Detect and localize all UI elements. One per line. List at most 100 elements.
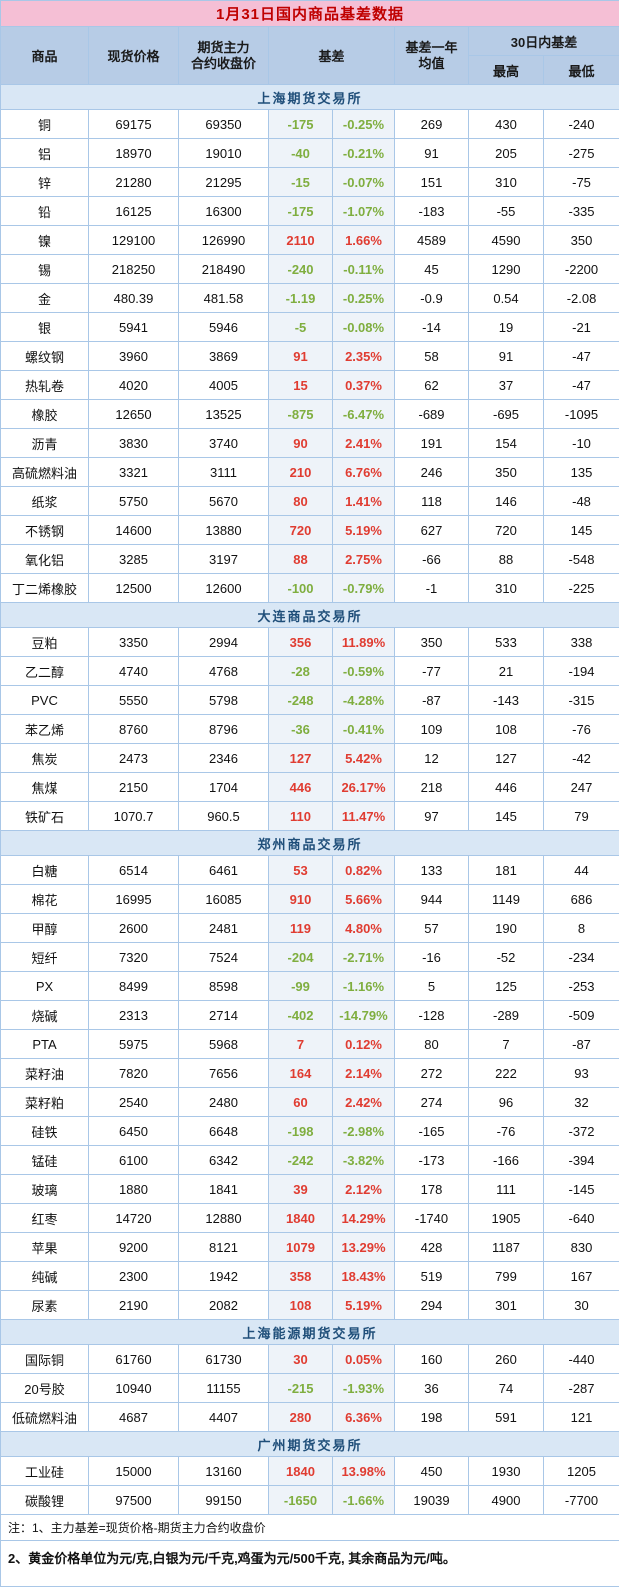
spot-price-cell: 10940	[88, 1373, 179, 1403]
futures-close-cell: 5968	[178, 1029, 269, 1059]
basis-30d-low-cell: -145	[542, 1174, 619, 1204]
commodity-cell: 菜籽油	[0, 1058, 89, 1088]
exchange-section-header: 上海期货交易所	[0, 84, 619, 110]
basis-pct-cell: -14.79%	[332, 1000, 395, 1030]
basis-pct-cell: 13.98%	[332, 1456, 395, 1486]
commodity-cell: 焦炭	[0, 743, 89, 773]
basis-pct-cell: -0.21%	[332, 138, 395, 168]
futures-close-cell: 2082	[178, 1290, 269, 1320]
basis-30d-low-cell: -47	[542, 370, 619, 400]
spot-price-cell: 9200	[88, 1232, 179, 1262]
commodity-cell: PX	[0, 971, 89, 1001]
basis-year-avg-cell: -1740	[394, 1203, 469, 1233]
basis-pct-cell: 2.12%	[332, 1174, 395, 1204]
table-row: 乙二醇 4740 4768 -28 -0.59% -77 21 -194	[0, 656, 619, 686]
basis-value-cell: 30	[268, 1344, 333, 1374]
header-futures-close: 期货主力 合约收盘价	[178, 26, 269, 85]
basis-value-cell: 164	[268, 1058, 333, 1088]
basis-pct-cell: 2.14%	[332, 1058, 395, 1088]
basis-30d-low-cell: -48	[542, 486, 619, 516]
commodity-cell: 沥青	[0, 428, 89, 458]
basis-year-avg-cell: 19039	[394, 1485, 469, 1515]
basis-value-cell: 108	[268, 1290, 333, 1320]
exchange-section-header: 上海能源期货交易所	[0, 1319, 619, 1345]
basis-year-avg-cell: 97	[394, 801, 469, 831]
basis-year-avg-cell: 944	[394, 884, 469, 914]
basis-pct-cell: 0.82%	[332, 855, 395, 885]
basis-30d-low-cell: 247	[542, 772, 619, 802]
basis-value-cell: -875	[268, 399, 333, 429]
basis-year-avg-cell: -14	[394, 312, 469, 342]
spot-price-cell: 12650	[88, 399, 179, 429]
exchange-section-header: 郑州商品交易所	[0, 830, 619, 856]
basis-pct-cell: 1.66%	[332, 225, 395, 255]
title-row: 1月31日国内商品基差数据	[0, 0, 619, 27]
basis-value-cell: 720	[268, 515, 333, 545]
basis-30d-high-cell: 154	[468, 428, 544, 458]
futures-close-cell: 6648	[178, 1116, 269, 1146]
basis-30d-low-cell: 93	[542, 1058, 619, 1088]
basis-30d-low-cell: 30	[542, 1290, 619, 1320]
futures-close-cell: 5946	[178, 312, 269, 342]
commodity-cell: 锡	[0, 254, 89, 284]
spot-price-cell: 7320	[88, 942, 179, 972]
basis-30d-high-cell: 1905	[468, 1203, 544, 1233]
table-row: 烧碱 2313 2714 -402 -14.79% -128 -289 -509	[0, 1000, 619, 1030]
futures-close-cell: 13880	[178, 515, 269, 545]
table-row: 锡 218250 218490 -240 -0.11% 45 1290 -2200	[0, 254, 619, 284]
basis-pct-cell: -0.08%	[332, 312, 395, 342]
basis-30d-low-cell: 686	[542, 884, 619, 914]
commodity-cell: 苹果	[0, 1232, 89, 1262]
footnote-row: 2、黄金价格单位为元/克,白银为元/千克,鸡蛋为元/500千克, 其余商品为元/…	[0, 1540, 619, 1587]
table-row: 苯乙烯 8760 8796 -36 -0.41% 109 108 -76	[0, 714, 619, 744]
spot-price-cell: 4687	[88, 1402, 179, 1432]
basis-pct-cell: 13.29%	[332, 1232, 395, 1262]
page-title: 1月31日国内商品基差数据	[0, 0, 619, 27]
basis-30d-high-cell: 4590	[468, 225, 544, 255]
table-row: 纯碱 2300 1942 358 18.43% 519 799 167	[0, 1261, 619, 1291]
basis-value-cell: -36	[268, 714, 333, 744]
basis-30d-high-cell: -289	[468, 1000, 544, 1030]
commodity-cell: 橡胶	[0, 399, 89, 429]
basis-year-avg-cell: 118	[394, 486, 469, 516]
basis-30d-low-cell: -394	[542, 1145, 619, 1175]
table-row: 金 480.39 481.58 -1.19 -0.25% -0.9 0.54 -2.08	[0, 283, 619, 313]
futures-close-cell: 2994	[178, 627, 269, 657]
footnote-2: 2、黄金价格单位为元/克,白银为元/千克,鸡蛋为元/500千克, 其余商品为元/…	[0, 1540, 619, 1587]
basis-30d-low-cell: -1095	[542, 399, 619, 429]
basis-30d-low-cell: -76	[542, 714, 619, 744]
basis-30d-low-cell: 350	[542, 225, 619, 255]
spot-price-cell: 12500	[88, 573, 179, 603]
basis-pct-cell: 4.80%	[332, 913, 395, 943]
basis-value-cell: -240	[268, 254, 333, 284]
basis-30d-high-cell: 74	[468, 1373, 544, 1403]
futures-close-cell: 1942	[178, 1261, 269, 1291]
basis-pct-cell: 18.43%	[332, 1261, 395, 1291]
spot-price-cell: 6514	[88, 855, 179, 885]
table-row: 低硫燃料油 4687 4407 280 6.36% 198 591 121	[0, 1402, 619, 1432]
table-row: 铅 16125 16300 -175 -1.07% -183 -55 -335	[0, 196, 619, 226]
basis-pct-cell: -1.07%	[332, 196, 395, 226]
futures-close-cell: 16300	[178, 196, 269, 226]
basis-30d-high-cell: 1930	[468, 1456, 544, 1486]
basis-value-cell: 2110	[268, 225, 333, 255]
table-row: 焦炭 2473 2346 127 5.42% 12 127 -42	[0, 743, 619, 773]
basis-pct-cell: 5.66%	[332, 884, 395, 914]
table-row: 氧化铝 3285 3197 88 2.75% -66 88 -548	[0, 544, 619, 574]
column-header-row: 商品 现货价格 期货主力 合约收盘价 基差 基差一年 均值 30日内基差	[0, 26, 619, 85]
basis-value-cell: 356	[268, 627, 333, 657]
basis-pct-cell: 1.41%	[332, 486, 395, 516]
basis-year-avg-cell: 198	[394, 1402, 469, 1432]
futures-close-cell: 481.58	[178, 283, 269, 313]
spot-price-cell: 4740	[88, 656, 179, 686]
basis-value-cell: 53	[268, 855, 333, 885]
basis-30d-high-cell: 222	[468, 1058, 544, 1088]
basis-30d-low-cell: -253	[542, 971, 619, 1001]
basis-year-avg-cell: 428	[394, 1232, 469, 1262]
basis-year-avg-cell: 218	[394, 772, 469, 802]
futures-close-cell: 2481	[178, 913, 269, 943]
basis-30d-low-cell: 338	[542, 627, 619, 657]
table-row: 甲醇 2600 2481 119 4.80% 57 190 8	[0, 913, 619, 943]
table-row: 铝 18970 19010 -40 -0.21% 91 205 -275	[0, 138, 619, 168]
basis-30d-high-cell: 205	[468, 138, 544, 168]
